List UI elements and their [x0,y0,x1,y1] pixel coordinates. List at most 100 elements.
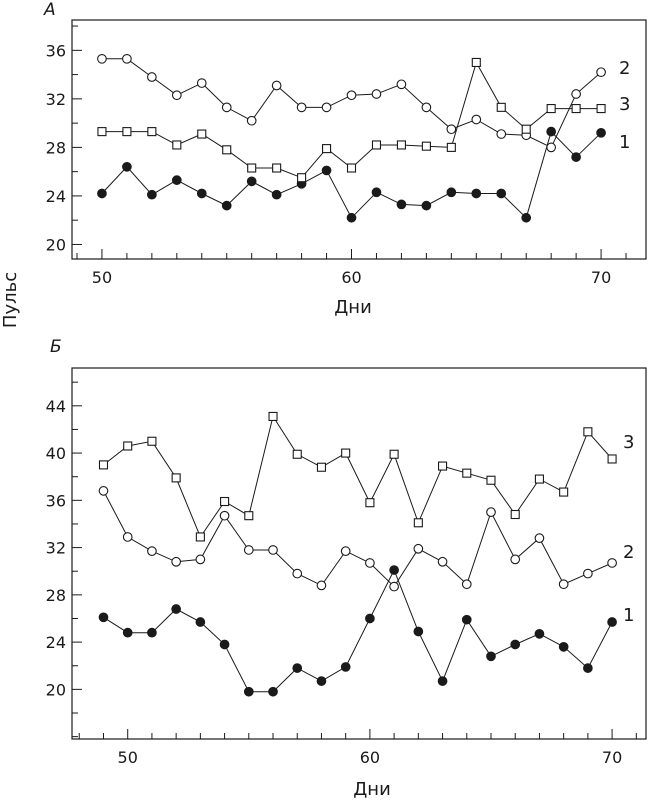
series-3-point [247,163,257,173]
series-3-point [297,173,307,183]
y-tick-label-b: 36 [46,491,66,510]
y-tick-label-b: 44 [46,397,66,416]
series-3-point [346,163,357,173]
series-2-point [122,532,133,542]
series-2-point [171,90,182,101]
series-2-point [371,89,382,99]
series-1-point [122,627,133,638]
series-3-point [147,436,157,446]
series-1-point [195,617,206,627]
series-3-point [371,140,382,150]
series-2-point [340,546,351,556]
series-2-point [221,102,232,113]
series-3-point [521,124,531,134]
x-tick-label-b: 60 [360,748,380,767]
series-3-point [220,496,230,507]
series-3-point [446,142,456,152]
series-2-point [534,533,545,543]
series-1-line [103,568,613,693]
series-3-point [534,474,544,484]
series-1-point [558,641,569,652]
series-3-point [365,498,375,508]
series-3-point [222,145,232,155]
series-1-point [219,639,230,650]
series-1-point [510,639,521,650]
series-2-point [389,581,399,592]
series-2-point [421,102,432,113]
series-1-label: 1 [623,605,634,626]
series-2-label: 2 [619,58,630,79]
series-2-point [243,545,254,555]
series-3-point [244,511,254,521]
series-3-point [438,461,448,471]
series-2-point [365,558,375,568]
series-2-point [316,580,327,591]
series-3-point [98,460,109,470]
series-3-point [268,411,278,421]
series-1-point [496,188,507,199]
series-3-point [583,427,593,437]
series-1-point [97,188,107,199]
series-2-point [571,89,581,99]
series-1-point [365,613,375,624]
series-2-point [546,142,557,153]
series-3-line [101,61,602,179]
series-2-point [219,510,230,521]
series-1-point [413,626,424,637]
series-3-point [122,127,132,137]
series-2-point [171,556,181,567]
series-2-point [413,543,424,554]
series-2-point [147,72,157,82]
series-3-point [571,104,581,114]
panel-label-a: А [43,0,56,20]
series-1-label: 1 [619,132,630,153]
series-3-point [389,449,399,459]
series-1-point [534,628,545,639]
series-2-point [346,90,357,101]
series-3-point [292,449,302,459]
series-1-point [607,617,617,627]
series-1-point [471,188,482,199]
series-2-point [122,53,132,64]
series-1-point [486,651,496,662]
series-1-point [571,152,581,162]
series-2-point [98,486,109,496]
x-tick-label-b: 70 [602,748,622,767]
series-2-point [271,80,282,91]
series-3-point [471,57,481,68]
series-3-point [462,468,472,478]
series-1-point [583,663,593,673]
y-tick-label-b: 40 [46,444,66,463]
y-axis-label: Пульс [0,272,21,328]
series-1-point [389,565,399,575]
series-1-point [396,199,407,210]
series-1-point [268,686,278,697]
series-2-point [437,556,448,567]
series-1-point [98,612,109,623]
panel-b: Б Дни 50 60 70 20 24 28 32 36 40 44 1 2 3 [46,337,647,800]
series-2-point [195,554,206,565]
series-1-point [147,627,157,638]
series-1-point [521,212,532,223]
series-3-line [103,415,613,539]
series-1-point [171,175,182,185]
series-3-point [607,454,617,464]
series-3-point [510,509,520,520]
x-tick-label-b: 50 [118,748,138,767]
series-1-point [446,187,457,198]
series-1-point [321,165,332,176]
series-3-point [97,127,107,137]
series-2-point [147,546,157,556]
y-tick-label-a: 32 [46,90,66,109]
y-tick-label-b: 24 [46,633,66,652]
series-2-point [296,102,307,113]
plot-frame-b [71,367,647,740]
series-1-point [421,200,432,211]
series-2-line [103,490,613,588]
series-1-point [596,127,606,138]
series-3-point [413,518,423,528]
series-3-point [421,141,431,151]
series-2-point [97,53,107,64]
series-3-point [322,144,332,154]
